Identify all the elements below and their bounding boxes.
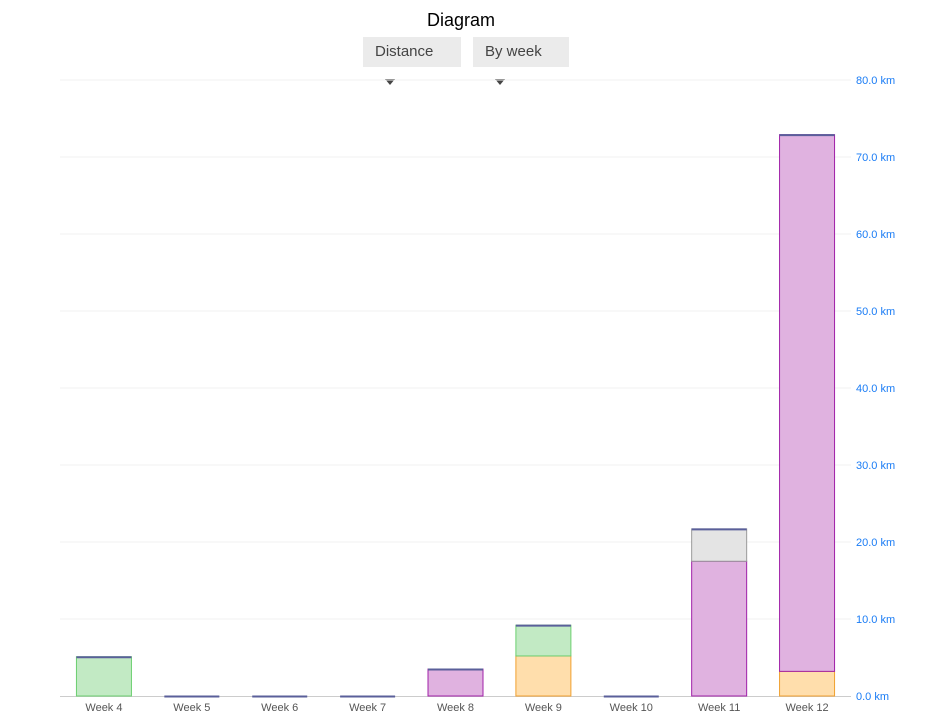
- bar-segment: [515, 624, 572, 657]
- x-tick-label: Week 11: [698, 702, 740, 714]
- metric-dropdown-label: Distance: [375, 43, 434, 60]
- bar-segment: [779, 134, 836, 672]
- caret-down-icon: [385, 79, 395, 86]
- y-tick-label: 80.0 km: [856, 75, 895, 87]
- y-tick-label: 70.0 km: [856, 152, 895, 164]
- y-tick-label: 60.0 km: [856, 229, 895, 241]
- bar-segment: [691, 560, 748, 697]
- bar-segment: [515, 655, 572, 697]
- bar-segment: [75, 656, 132, 697]
- y-tick-label: 50.0 km: [856, 306, 895, 318]
- x-tick-label: Week 10: [610, 702, 653, 714]
- y-tick-label: 40.0 km: [856, 383, 895, 395]
- x-tick-label: Week 6: [261, 702, 298, 714]
- x-tick-label: Week 7: [349, 702, 386, 714]
- x-tick-label: Week 8: [437, 702, 474, 714]
- bar-segment: [691, 528, 748, 562]
- period-dropdown[interactable]: By week: [473, 37, 569, 86]
- period-dropdown-label: By week: [485, 43, 542, 60]
- metric-dropdown[interactable]: Distance: [363, 37, 461, 86]
- x-tick-label: Week 9: [525, 702, 562, 714]
- y-tick-label: 20.0 km: [856, 537, 895, 549]
- chart-title: Diagram: [426, 10, 496, 30]
- bar-segment: [427, 668, 484, 697]
- y-tick-label: 0.0 km: [856, 691, 889, 703]
- y-tick-label: 10.0 km: [856, 614, 895, 626]
- bar-segment: [779, 670, 836, 697]
- x-tick-label: Week 4: [85, 702, 122, 714]
- x-tick-label: Week 5: [173, 702, 210, 714]
- y-tick-label: 30.0 km: [856, 460, 895, 472]
- x-tick-label: Week 12: [785, 702, 828, 714]
- caret-down-icon: [495, 79, 505, 86]
